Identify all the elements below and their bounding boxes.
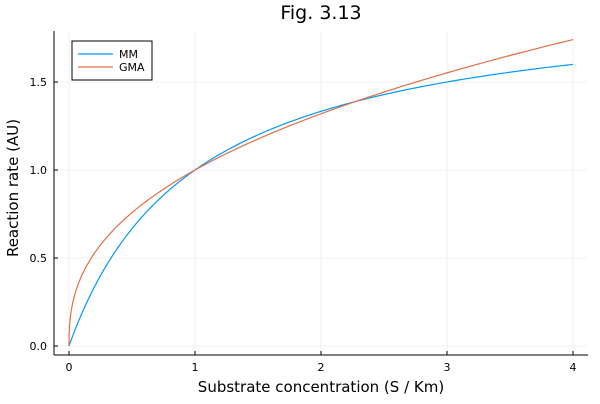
y-tick-label: 0.0 <box>30 340 48 353</box>
x-tick-label: 2 <box>318 361 325 374</box>
grid-lines <box>54 31 588 355</box>
series-line-gma <box>68 38 574 346</box>
x-tick-label: 1 <box>192 361 199 374</box>
y-tick-label: 1.0 <box>30 164 48 177</box>
legend-label-mm: MM <box>119 48 138 61</box>
x-tick-label: 4 <box>570 361 577 374</box>
y-tick-label: 0.5 <box>30 252 48 265</box>
legend-box <box>71 40 153 81</box>
y-axis-ticks: 0.0 0.5 1.0 1.5 <box>30 76 58 353</box>
y-axis-label: Reaction rate (AU) <box>4 119 22 257</box>
legend-label-gma: GMA <box>119 61 145 74</box>
data-series <box>68 38 574 347</box>
x-axis-label: Substrate concentration (S / Km) <box>198 378 444 396</box>
x-axis-ticks: 0 1 2 3 4 <box>66 351 577 374</box>
x-tick-label: 0 <box>66 361 73 374</box>
x-tick-label: 3 <box>444 361 451 374</box>
chart-title: Fig. 3.13 <box>280 2 361 24</box>
y-tick-label: 1.5 <box>30 76 48 89</box>
